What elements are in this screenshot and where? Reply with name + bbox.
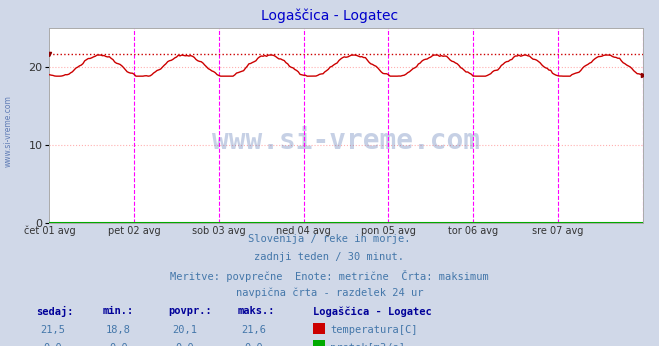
Text: 18,8: 18,8 xyxy=(106,325,131,335)
Text: maks.:: maks.: xyxy=(237,306,275,316)
Text: 0,0: 0,0 xyxy=(109,343,128,346)
Text: Slovenija / reke in morje.: Slovenija / reke in morje. xyxy=(248,234,411,244)
Text: Meritve: povprečne  Enote: metrične  Črta: maksimum: Meritve: povprečne Enote: metrične Črta:… xyxy=(170,270,489,282)
Text: 0,0: 0,0 xyxy=(175,343,194,346)
Text: min.:: min.: xyxy=(102,306,133,316)
Text: 0,0: 0,0 xyxy=(43,343,62,346)
Text: 21,6: 21,6 xyxy=(241,325,266,335)
Text: temperatura[C]: temperatura[C] xyxy=(330,325,418,335)
Text: navpična črta - razdelek 24 ur: navpična črta - razdelek 24 ur xyxy=(236,288,423,298)
Text: pretok[m3/s]: pretok[m3/s] xyxy=(330,343,405,346)
Text: 0,0: 0,0 xyxy=(244,343,263,346)
Text: Logaščica - Logatec: Logaščica - Logatec xyxy=(313,306,432,317)
Text: www.si-vreme.com: www.si-vreme.com xyxy=(212,127,480,155)
Text: Logaščica - Logatec: Logaščica - Logatec xyxy=(261,9,398,23)
Text: zadnji teden / 30 minut.: zadnji teden / 30 minut. xyxy=(254,252,405,262)
Text: 20,1: 20,1 xyxy=(172,325,197,335)
Text: 21,5: 21,5 xyxy=(40,325,65,335)
Text: povpr.:: povpr.: xyxy=(168,306,212,316)
Text: www.si-vreme.com: www.si-vreme.com xyxy=(3,95,13,167)
Text: sedaj:: sedaj: xyxy=(36,306,74,317)
